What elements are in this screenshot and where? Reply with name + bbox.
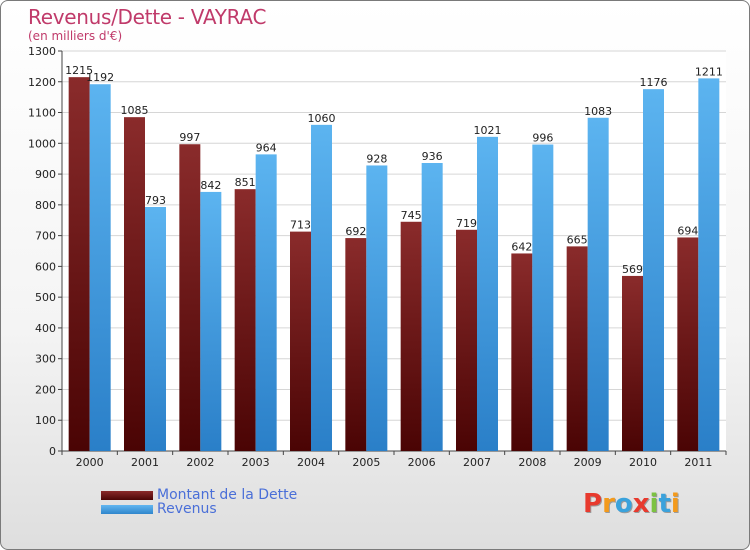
logo-letter: P — [583, 489, 603, 519]
bar-revenus — [643, 89, 664, 452]
bar-dette — [68, 77, 90, 452]
logo-letter: t — [658, 489, 671, 519]
data-label: 665 — [567, 233, 588, 246]
x-tick-label: 2000 — [76, 456, 104, 469]
data-label: 1211 — [695, 65, 723, 78]
bar-dette — [290, 231, 311, 451]
data-label: 997 — [179, 131, 200, 144]
data-label: 851 — [235, 176, 256, 189]
x-tick-label: 2004 — [297, 456, 325, 469]
legend-swatch-revenus — [101, 504, 153, 514]
data-label: 713 — [290, 219, 311, 232]
x-tick-label: 2001 — [131, 456, 159, 469]
y-tick-label: 200 — [35, 383, 56, 396]
bar-dette — [179, 144, 201, 451]
chart-subtitle: (en milliers d'€) — [28, 29, 123, 43]
y-tick-label: 500 — [35, 291, 56, 304]
bar-dette — [124, 117, 145, 452]
data-label: 793 — [145, 194, 166, 207]
bar-dette — [566, 246, 588, 451]
y-tick-label: 400 — [35, 322, 56, 335]
data-label: 1215 — [65, 64, 93, 77]
data-label: 1085 — [121, 104, 149, 117]
chart-title: Revenus/Dette - VAYRAC — [28, 5, 267, 29]
y-tick-label: 700 — [35, 230, 56, 243]
bar-revenus — [698, 78, 720, 451]
bar-revenus — [311, 124, 332, 451]
data-label: 692 — [345, 225, 366, 238]
y-tick-label: 0 — [49, 445, 56, 458]
y-tick-label: 100 — [35, 414, 56, 427]
x-tick-label: 2007 — [463, 456, 491, 469]
data-label: 719 — [456, 217, 477, 230]
data-label: 842 — [200, 179, 221, 192]
y-tick-label: 1100 — [28, 107, 56, 120]
logo-letter: i — [649, 489, 659, 519]
bar-dette — [456, 229, 477, 451]
bar-revenus — [477, 136, 498, 451]
data-label: 1021 — [474, 124, 502, 137]
y-tick-label: 1300 — [28, 45, 56, 58]
logo-letter: i — [670, 489, 680, 519]
data-label: 936 — [422, 150, 443, 163]
data-label: 694 — [677, 224, 698, 237]
data-label: 928 — [366, 152, 387, 165]
legend-label-revenus: Revenus — [157, 501, 217, 517]
data-label: 745 — [401, 209, 422, 222]
y-tick-label: 1000 — [28, 137, 56, 150]
x-tick-label: 2005 — [352, 456, 380, 469]
data-label: 642 — [511, 240, 532, 253]
data-label: 1192 — [86, 71, 114, 84]
data-label: 569 — [622, 263, 643, 276]
x-tick-label: 2003 — [242, 456, 270, 469]
bar-dette — [345, 238, 367, 451]
x-tick-label: 2009 — [574, 456, 602, 469]
bar-revenus — [255, 154, 277, 451]
bar-revenus — [200, 191, 222, 451]
data-label: 1060 — [308, 112, 336, 125]
x-tick-label: 2010 — [629, 456, 657, 469]
plot-area — [62, 51, 726, 451]
legend-label-dette: Montant de la Dette — [157, 487, 298, 503]
bar-revenus — [89, 84, 111, 451]
y-tick-label: 600 — [35, 260, 56, 273]
x-tick-label: 2006 — [408, 456, 436, 469]
data-label: 1083 — [584, 105, 612, 118]
data-label: 1176 — [640, 76, 668, 89]
y-tick-label: 300 — [35, 353, 56, 366]
logo-letter: x — [632, 489, 650, 519]
data-label: 964 — [256, 141, 277, 154]
y-tick-label: 800 — [35, 199, 56, 212]
bar-revenus — [532, 144, 554, 452]
proxiti-logo: Proxiti — [583, 489, 680, 519]
bar-revenus — [366, 165, 388, 451]
y-tick-label: 1200 — [28, 76, 56, 89]
x-tick-label: 2002 — [186, 456, 214, 469]
bar-revenus — [145, 207, 166, 451]
legend-item-revenus: Revenus — [101, 501, 217, 517]
bar-revenus — [587, 117, 609, 452]
bar-dette — [234, 189, 256, 451]
logo-letter: r — [602, 489, 615, 519]
bar-dette — [622, 275, 643, 451]
bar-revenus — [421, 163, 443, 451]
y-tick-label: 900 — [35, 168, 56, 181]
bar-dette — [511, 253, 533, 451]
x-tick-label: 2011 — [684, 456, 712, 469]
legend-item-dette: Montant de la Dette — [101, 487, 298, 503]
bar-dette — [677, 237, 699, 451]
bar-dette — [400, 221, 422, 451]
legend-swatch-dette — [101, 490, 153, 500]
logo-letter: o — [614, 489, 633, 519]
x-tick-label: 2008 — [518, 456, 546, 469]
data-label: 996 — [532, 132, 553, 145]
